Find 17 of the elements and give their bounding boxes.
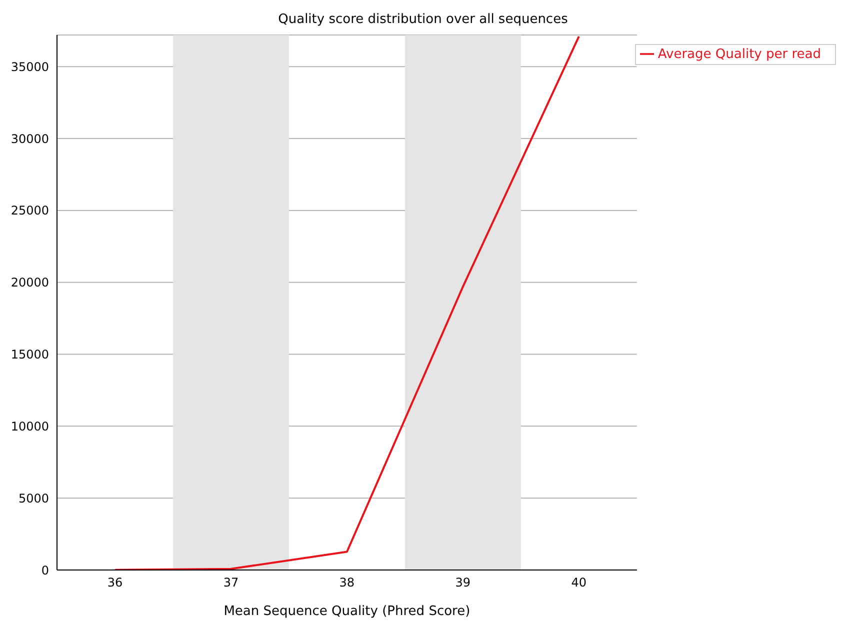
- y-tick-label: 30000: [10, 132, 49, 146]
- x-tick-label: 38: [339, 576, 355, 590]
- y-tick-label: 25000: [10, 204, 49, 218]
- x-tick-label: 40: [571, 576, 587, 590]
- y-tick-label: 35000: [10, 60, 49, 74]
- y-tick-label: 0: [41, 563, 49, 578]
- x-tick-label: 39: [455, 576, 471, 590]
- legend-label: Average Quality per read: [658, 47, 821, 62]
- chart-title: Quality score distribution over all sequences: [277, 12, 569, 27]
- y-tick-label: 15000: [10, 348, 49, 362]
- y-tick-label: 10000: [10, 419, 49, 434]
- y-tick-label: 20000: [10, 276, 49, 290]
- x-tick-label: 36: [107, 576, 123, 590]
- line-series: [114, 35, 580, 570]
- x-axis-title: Mean Sequence Quality (Phred Score): [224, 604, 470, 619]
- y-tick-label: 5000: [18, 491, 49, 506]
- x-tick-label: 37: [223, 576, 239, 590]
